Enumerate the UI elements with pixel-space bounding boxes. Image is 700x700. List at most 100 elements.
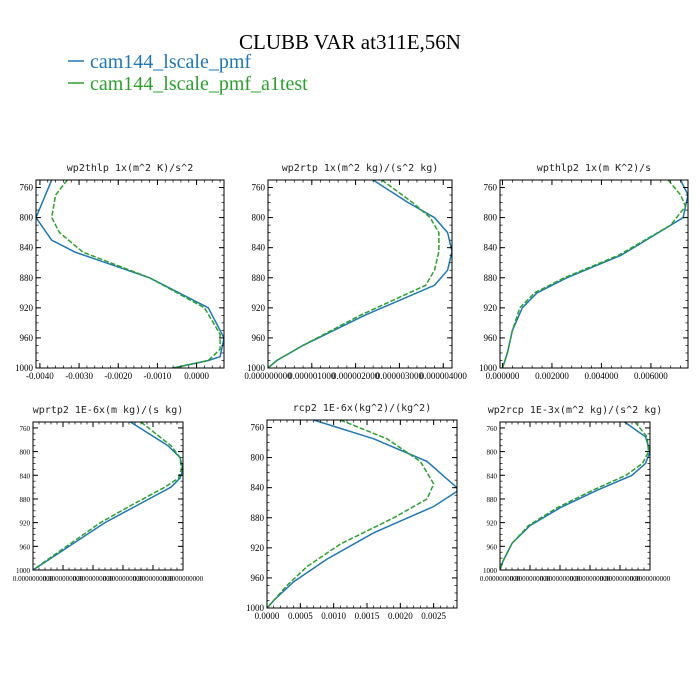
y-tick-label: 1000 [479, 363, 498, 373]
x-tick-label: 0.002000 [535, 371, 569, 381]
plot-frame [35, 179, 225, 369]
figure-title: CLUBB VAR at311E,56N [239, 30, 461, 54]
y-tick-label: 760 [484, 183, 498, 193]
x-tick-label: 0.000000000 [244, 371, 292, 381]
x-tick-label: 0.000000 [486, 371, 520, 381]
series-line-0 [500, 422, 650, 570]
x-tick-label: 0.0000000000 [133, 575, 174, 583]
y-tick-label: 960 [251, 573, 265, 583]
y-tick-label: 880 [20, 273, 34, 283]
panel-0: wp2thlp 1x(m^2 K)/s^2 760 800 840 880 920 960 1… [15, 163, 225, 381]
x-tick-label: 0.000002000 [332, 371, 380, 381]
x-tick-label: 0.0015 [355, 611, 380, 621]
y-tick-label: 760 [20, 425, 31, 433]
x-tick-label: 0.0020 [388, 611, 413, 621]
y-tick-label: 920 [252, 303, 266, 313]
y-tick-label: 800 [20, 213, 34, 223]
panel-title: wpthlp2 1x(m K^2)/s [537, 163, 651, 174]
series-line-0 [36, 180, 224, 368]
y-tick-label: 960 [487, 543, 498, 551]
y-tick-label: 760 [487, 425, 498, 433]
y-tick-label: 840 [20, 243, 34, 253]
x-tick-label: 0.0000 [255, 611, 280, 621]
x-tick-label: 0.000004000 [420, 371, 468, 381]
x-tick-label: 0.0010 [321, 611, 346, 621]
y-tick-label: 760 [251, 423, 265, 433]
y-tick-label: 880 [252, 273, 266, 283]
plot-frame [499, 179, 689, 369]
x-tick-label: -0.0020 [104, 371, 132, 381]
y-tick-label: 1000 [247, 363, 266, 373]
y-tick-label: 920 [251, 543, 265, 553]
x-tick-label: 0.0000000000 [630, 575, 671, 583]
plot-frame [266, 419, 458, 609]
series-line-0 [33, 422, 183, 570]
y-tick-label: 920 [487, 520, 498, 528]
x-tick-label: 0.000003000 [376, 371, 424, 381]
y-tick-label: 760 [20, 183, 34, 193]
x-tick-label: 0.0000000000 [510, 575, 551, 583]
series-line-0 [267, 420, 457, 608]
x-tick-label: 0.000001000 [288, 371, 336, 381]
series-line-1 [500, 422, 650, 570]
legend-label-1: cam144_lscale_pmf_a1test [90, 73, 308, 95]
y-tick-label: 880 [487, 496, 498, 504]
y-tick-label: 800 [20, 449, 31, 457]
y-tick-label: 960 [484, 333, 498, 343]
series-line-1 [501, 180, 687, 368]
legend: cam144_lscale_pmf cam144_lscale_pmf_a1te… [68, 51, 308, 95]
panel-title: wp2rtp 1x(m^2 kg)/(s^2 kg) [282, 163, 439, 174]
x-tick-label: 0.0000000000 [43, 575, 84, 583]
y-tick-label: 880 [20, 496, 31, 504]
legend-entry-0: cam144_lscale_pmf [68, 51, 251, 73]
y-tick-label: 960 [20, 333, 34, 343]
y-tick-label: 840 [484, 243, 498, 253]
y-tick-label: 1000 [483, 567, 498, 575]
x-tick-label: 0.0000000000 [600, 575, 641, 583]
plot-frame [499, 421, 651, 571]
y-tick-label: 840 [20, 472, 31, 480]
x-tick-label: 0.004000 [585, 371, 619, 381]
y-tick-label: 920 [484, 303, 498, 313]
x-tick-label: 0.006000 [634, 371, 668, 381]
plot-frame [32, 421, 184, 571]
legend-entry-1: cam144_lscale_pmf_a1test [68, 73, 308, 95]
panel-4: rcp2 1E-6x(kg^2)/(kg^2) 760 800 840 880 920 96… [246, 403, 458, 621]
x-tick-label: -0.0010 [144, 371, 172, 381]
x-tick-label: 0.0000000000 [163, 575, 204, 583]
plot-frame [267, 179, 453, 369]
x-tick-label: 0.0000000000 [73, 575, 114, 583]
panel-grid: wp2thlp 1x(m^2 K)/s^2 760 800 840 880 920 960 1… [13, 163, 689, 621]
panel-title: rcp2 1E-6x(kg^2)/(kg^2) [293, 403, 431, 414]
x-tick-label: -0.0040 [26, 371, 54, 381]
y-tick-label: 800 [487, 449, 498, 457]
y-tick-label: 1000 [246, 603, 265, 613]
panel-2: wpthlp2 1x(m K^2)/s 760 800 840 880 920 960 100… [479, 163, 689, 381]
y-tick-label: 840 [487, 472, 498, 480]
y-tick-label: 840 [251, 483, 265, 493]
x-tick-label: 0.0005 [288, 611, 313, 621]
x-tick-label: 0.0000 [184, 371, 209, 381]
y-tick-label: 880 [484, 273, 498, 283]
panel-title: wp2thlp 1x(m^2 K)/s^2 [67, 163, 193, 174]
y-tick-label: 1000 [15, 363, 34, 373]
y-tick-label: 960 [20, 543, 31, 551]
x-tick-label: 0.0000000000 [540, 575, 581, 583]
series-line-1 [33, 422, 183, 570]
panel-3: wprtp2 1E-6x(m kg)/(s kg) 760 800 840 880 920… [13, 405, 204, 583]
series-line-1 [268, 180, 440, 368]
panel-title: wprtp2 1E-6x(m kg)/(s kg) [33, 405, 184, 416]
panel-title: wp2rcp 1E-3x(m^2 kg)/(s^2 kg) [488, 405, 663, 416]
series-line-1 [50, 180, 221, 368]
x-tick-label: 0.0000000000 [13, 575, 54, 583]
y-tick-label: 920 [20, 303, 34, 313]
y-tick-label: 960 [252, 333, 266, 343]
y-tick-label: 800 [251, 453, 265, 463]
series-line-1 [267, 420, 435, 608]
legend-label-0: cam144_lscale_pmf [90, 51, 251, 73]
x-tick-label: 0.0000000000 [570, 575, 611, 583]
y-tick-label: 880 [251, 513, 265, 523]
y-tick-label: 800 [484, 213, 498, 223]
x-tick-label: 0.0025 [421, 611, 446, 621]
